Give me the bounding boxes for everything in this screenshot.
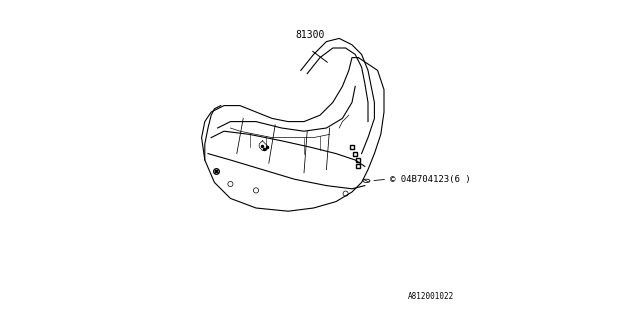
Text: © 04B704123(6 ): © 04B704123(6 ) (390, 175, 471, 184)
Text: 81300: 81300 (296, 30, 325, 40)
Text: A812001022: A812001022 (408, 292, 454, 301)
